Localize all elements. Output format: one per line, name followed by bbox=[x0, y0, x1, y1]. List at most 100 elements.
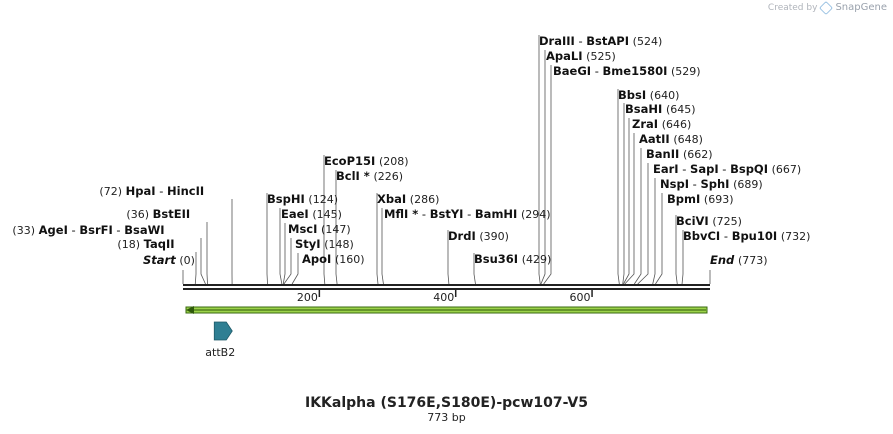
enzyme-apoi-leader bbox=[291, 253, 299, 285]
enzyme-bsahi: BsaHI (645) bbox=[625, 102, 696, 116]
enzyme-zrai: ZraI (646) bbox=[632, 117, 691, 131]
enzyme-agei-position: (33) bbox=[12, 224, 35, 237]
ruler-tick-label: 200 bbox=[297, 291, 318, 304]
enzyme-end-position: (773) bbox=[738, 254, 768, 267]
enzyme-styi-label: StyI (148) bbox=[295, 237, 354, 251]
enzyme-end-label: End (773) bbox=[710, 253, 768, 267]
enzyme-apali-label: ApaLI (525) bbox=[546, 49, 616, 63]
enzyme-drdi-label: DrdI (390) bbox=[448, 229, 509, 243]
enzyme-bsteii-label: (36) BstEII bbox=[126, 207, 190, 221]
enzyme-bbvci-name-0: BbvCI bbox=[683, 229, 720, 243]
enzyme-bcli: BclI * (226) bbox=[336, 169, 403, 183]
enzyme-zrai-label: ZraI (646) bbox=[632, 117, 691, 131]
enzyme-aatii-leader bbox=[624, 133, 635, 285]
enzyme-banii-position: (662) bbox=[683, 148, 713, 161]
enzyme-baegi-name-1: Bme1580I bbox=[603, 64, 668, 78]
enzyme-draiii-position: (524) bbox=[633, 35, 663, 48]
ruler-tick-label: 400 bbox=[433, 291, 454, 304]
enzyme-aatii-label: AatII (648) bbox=[639, 132, 703, 146]
enzyme-bcivi-name-0: BciVI bbox=[676, 214, 709, 228]
enzyme-bbsi-position: (640) bbox=[650, 89, 680, 102]
enzyme-ecop15i-label: EcoP15I (208) bbox=[324, 154, 409, 168]
enzyme-msci: MscI (147) bbox=[288, 222, 351, 236]
enzyme-msci-name-0: MscI bbox=[288, 222, 317, 236]
enzyme-bsahi-position: (645) bbox=[666, 103, 696, 116]
construct-size: 773 bp bbox=[427, 411, 466, 424]
enzyme-bpmi-label: BpmI (693) bbox=[667, 192, 734, 206]
enzyme-draiii-name-0: DraIII bbox=[539, 34, 575, 48]
enzyme-name-separator: - bbox=[679, 162, 690, 176]
enzyme-eari-label: EarI - SapI - BspQI (667) bbox=[653, 162, 801, 176]
enzyme-name-separator: - bbox=[719, 162, 730, 176]
enzyme-name-separator: - bbox=[689, 177, 700, 191]
enzyme-draiii-label: DraIII - BstAPI (524) bbox=[539, 34, 662, 48]
enzyme-eaei-label: EaeI (145) bbox=[281, 207, 342, 221]
enzyme-ecop15i-name-0: EcoP15I bbox=[324, 154, 375, 168]
enzyme-xbai-leader bbox=[376, 193, 379, 285]
enzyme-bsphi: BspHI (124) bbox=[267, 192, 338, 206]
feature-attb2-label: attB2 bbox=[205, 346, 235, 359]
enzyme-name-separator: - bbox=[591, 64, 602, 78]
ruler-tick-label: 600 bbox=[570, 291, 591, 304]
enzyme-mfli: MflI * - BstYI - BamHI (294) bbox=[384, 207, 551, 221]
enzyme-eari-name-0: EarI bbox=[653, 162, 679, 176]
enzyme-agei-label: (33) AgeI - BsrFI - BsaWI bbox=[12, 223, 164, 237]
enzyme-bsteii-position: (36) bbox=[126, 208, 149, 221]
enzyme-styi: StyI (148) bbox=[295, 237, 354, 251]
enzyme-bbvci: BbvCI - Bpu10I (732) bbox=[683, 229, 810, 243]
enzyme-end-name-0: End bbox=[710, 253, 735, 267]
enzyme-eari-position: (667) bbox=[772, 163, 802, 176]
enzyme-end: End (773) bbox=[710, 253, 768, 267]
enzyme-bcli-label: BclI * (226) bbox=[336, 169, 403, 183]
enzyme-bbvci-label: BbvCI - Bpu10I (732) bbox=[683, 229, 810, 243]
primer-bar bbox=[185, 306, 708, 314]
enzyme-hpai-label: (72) HpaI - HincII bbox=[99, 184, 204, 198]
enzyme-bpmi: BpmI (693) bbox=[667, 192, 734, 206]
enzyme-bsphi-label: BspHI (124) bbox=[267, 192, 338, 206]
enzyme-apali: ApaLI (525) bbox=[546, 49, 616, 63]
enzyme-bcivi-position: (725) bbox=[712, 215, 742, 228]
enzyme-draiii: DraIII - BstAPI (524) bbox=[539, 34, 662, 48]
enzyme-mfli-name-1: BstYI bbox=[430, 207, 464, 221]
enzyme-bsphi-leader bbox=[266, 193, 268, 285]
enzyme-bcivi: BciVI (725) bbox=[676, 214, 742, 228]
enzyme-mfli-name-2: BamHI bbox=[475, 207, 517, 221]
ruler-ticks: 200 400 600 bbox=[297, 289, 593, 304]
enzyme-styi-name-0: StyI bbox=[295, 237, 321, 251]
enzyme-drdi: DrdI (390) bbox=[448, 229, 509, 243]
enzyme-start-label: Start (0) bbox=[143, 253, 195, 267]
enzyme-name-separator: - bbox=[575, 34, 586, 48]
enzyme-name-separator: - bbox=[68, 223, 79, 237]
construct-title: IKKalpha (S176E,S180E)-pcw107-V5 bbox=[305, 395, 588, 411]
enzyme-eari: EarI - SapI - BspQI (667) bbox=[653, 162, 801, 176]
enzyme-taqi-position: (18) bbox=[117, 238, 140, 251]
enzyme-taqi-name-0: TaqII bbox=[144, 237, 175, 251]
enzyme-bsu36i-label: Bsu36I (429) bbox=[474, 252, 551, 266]
enzyme-hpai-name-1: HincII bbox=[167, 184, 204, 198]
enzyme-bsu36i: Bsu36I (429) bbox=[474, 252, 551, 266]
enzyme-ecop15i-leader bbox=[323, 155, 326, 285]
enzyme-bpmi-name-0: BpmI bbox=[667, 192, 700, 206]
enzyme-bcivi-leader bbox=[675, 215, 678, 285]
enzyme-taqi-label: (18) TaqII bbox=[117, 237, 174, 251]
enzyme-bcli-position: (226) bbox=[373, 170, 403, 183]
enzyme-bpmi-position: (693) bbox=[704, 193, 734, 206]
enzyme-nspi-position: (689) bbox=[733, 178, 763, 191]
enzyme-start-name-0: Start bbox=[143, 253, 176, 267]
enzyme-bsahi-name-0: BsaHI bbox=[625, 102, 662, 116]
enzyme-eari-name-1: SapI bbox=[690, 162, 719, 176]
enzyme-nspi-name-1: SphI bbox=[700, 177, 729, 191]
enzyme-labels: Start (0)(18) TaqII(33) AgeI - BsrFI - B… bbox=[12, 34, 810, 267]
enzyme-eaei-position: (145) bbox=[312, 208, 342, 221]
enzyme-baegi-position: (529) bbox=[671, 65, 701, 78]
enzyme-nspi-name-0: NspI bbox=[660, 177, 689, 191]
enzyme-eaei-name-0: EaeI bbox=[281, 207, 309, 221]
enzyme-bcli-leader bbox=[335, 170, 338, 285]
enzyme-bsahi-label: BsaHI (645) bbox=[625, 102, 696, 116]
enzyme-bbvci-name-1: Bpu10I bbox=[732, 229, 777, 243]
enzyme-baegi-name-0: BaeGI bbox=[553, 64, 591, 78]
enzyme-agei-name-2: BsaWI bbox=[124, 223, 164, 237]
enzyme-apali-position: (525) bbox=[586, 50, 616, 63]
enzyme-start-position: (0) bbox=[179, 254, 195, 267]
